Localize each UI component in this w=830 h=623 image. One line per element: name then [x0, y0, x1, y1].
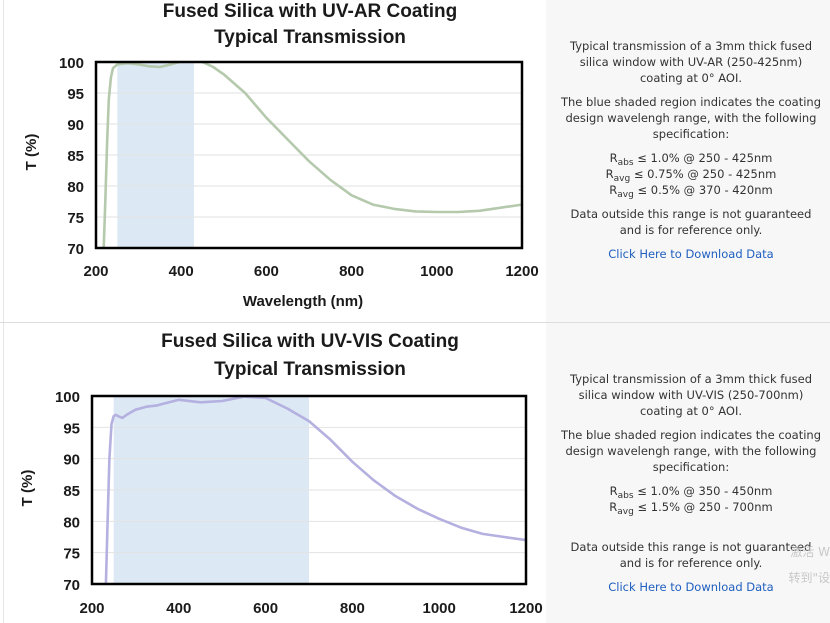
spec-line: Rabs ≤ 1.0% @ 350 - 450nm	[560, 483, 822, 501]
x-tick-label: 1200	[505, 263, 538, 280]
x-tick-label: 400	[166, 600, 191, 617]
spec-symbol: R	[609, 500, 618, 514]
x-tick-label: 1200	[509, 600, 542, 617]
spec-value: ≤ 1.5% @ 250 - 700nm	[633, 500, 773, 514]
y-tick-label: 95	[67, 86, 84, 103]
spec-subscript: abs	[617, 491, 634, 501]
x-tick-label: 800	[339, 263, 364, 280]
x-tick-label: 600	[253, 600, 278, 617]
spec-symbol: R	[609, 484, 618, 498]
y-tick-label: 95	[63, 420, 80, 437]
spec-subscript: avg	[613, 174, 631, 184]
y-tick-label: 80	[67, 179, 84, 196]
spec-line: Ravg ≤ 0.75% @ 250 - 425nm	[560, 166, 822, 184]
spec-symbol: R	[609, 183, 618, 197]
y-tick-label: 90	[67, 117, 84, 134]
x-tick-label: 800	[340, 600, 365, 617]
spec-symbol: R	[605, 167, 614, 181]
spec-value: ≤ 0.5% @ 370 - 420nm	[633, 183, 773, 197]
chart-uv-vis: Fused Silica with UV-VIS Coating Typical …	[19, 331, 543, 617]
info-text-uv-vis: Typical transmission of a 3mm thick fuse…	[560, 371, 822, 595]
transmission-line	[102, 62, 522, 248]
spec-value: ≤ 1.0% @ 350 - 450nm	[633, 484, 773, 498]
spec-line: Rabs ≤ 1.0% @ 250 - 425nm	[560, 150, 822, 168]
chart-cell-uv-vis: Fused Silica with UV-VIS Coating Typical …	[3, 323, 547, 623]
x-tick-label: 600	[254, 263, 279, 280]
y-axis-label: T (%)	[23, 134, 40, 171]
info-panel-uv-ar: Typical transmission of a 3mm thick fuse…	[546, 0, 830, 322]
x-tick-label: 200	[79, 600, 104, 617]
chart-title: Fused Silica with UV-VIS Coating	[161, 331, 459, 352]
x-axis-label: Wavelength (nm)	[243, 293, 363, 310]
chart-row-uv-ar: Fused Silica with UV-AR Coating Typical T…	[0, 0, 830, 323]
x-tick-label: 1000	[423, 600, 456, 617]
chart-title: Fused Silica with UV-AR Coating	[163, 1, 458, 22]
x-tick-label: 400	[169, 263, 194, 280]
spec-list: Rabs ≤ 1.0% @ 350 - 450nm Ravg ≤ 1.5% @ 2…	[560, 483, 822, 517]
info-disclaimer: Data outside this range is not guarantee…	[570, 540, 812, 570]
y-tick-label: 75	[67, 210, 84, 227]
info-description: Typical transmission of a 3mm thick fuse…	[569, 39, 813, 85]
y-tick-label: 90	[63, 452, 80, 469]
spec-subscript: avg	[617, 507, 634, 517]
chart-row-uv-vis: Fused Silica with UV-VIS Coating Typical …	[0, 323, 830, 623]
chart-cell-uv-ar: Fused Silica with UV-AR Coating Typical T…	[3, 0, 547, 322]
info-region-note: The blue shaded region indicates the coa…	[560, 95, 822, 141]
x-tick-label: 200	[83, 263, 108, 280]
y-tick-label: 80	[63, 514, 80, 531]
download-data-link[interactable]: Click Here to Download Data	[608, 580, 774, 594]
spec-line: Ravg ≤ 1.5% @ 250 - 700nm	[560, 499, 822, 517]
spec-value: ≤ 0.75% @ 250 - 425nm	[630, 167, 777, 181]
y-tick-label: 70	[63, 577, 80, 594]
y-axis-label: T (%)	[19, 470, 36, 507]
spec-symbol: R	[609, 151, 618, 165]
y-tick-label: 75	[63, 546, 80, 563]
info-text-uv-ar: Typical transmission of a 3mm thick fuse…	[560, 38, 822, 262]
y-tick-label: 85	[63, 483, 80, 500]
spec-list: Rabs ≤ 1.0% @ 250 - 425nm Ravg ≤ 0.75% @ …	[560, 150, 822, 200]
info-description: Typical transmission of a 3mm thick fuse…	[569, 372, 813, 418]
y-tick-label: 100	[59, 55, 84, 72]
plot-frame	[94, 60, 524, 250]
transmission-line	[104, 396, 526, 584]
x-tick-label: 1000	[420, 263, 453, 280]
info-panel-uv-vis: Typical transmission of a 3mm thick fuse…	[546, 323, 830, 623]
spec-line: Ravg ≤ 0.5% @ 370 - 420nm	[560, 182, 822, 200]
chart-subtitle: Typical Transmission	[214, 27, 406, 48]
download-data-link[interactable]: Click Here to Download Data	[608, 247, 774, 261]
plot-frame	[90, 394, 528, 586]
spec-subscript: avg	[617, 190, 634, 200]
chart-subtitle: Typical Transmission	[214, 359, 406, 380]
spec-value: ≤ 1.0% @ 250 - 425nm	[633, 151, 773, 165]
y-tick-label: 85	[67, 148, 84, 165]
y-tick-label: 100	[55, 389, 80, 406]
info-region-note: The blue shaded region indicates the coa…	[560, 428, 822, 474]
y-tick-label: 70	[67, 241, 84, 258]
info-disclaimer: Data outside this range is not guarantee…	[570, 207, 812, 237]
chart-uv-ar: Fused Silica with UV-AR Coating Typical T…	[23, 1, 539, 310]
spec-subscript: abs	[617, 158, 634, 168]
watermark-text: 转到"设	[788, 571, 830, 585]
watermark-text: 激活 W	[790, 545, 830, 559]
